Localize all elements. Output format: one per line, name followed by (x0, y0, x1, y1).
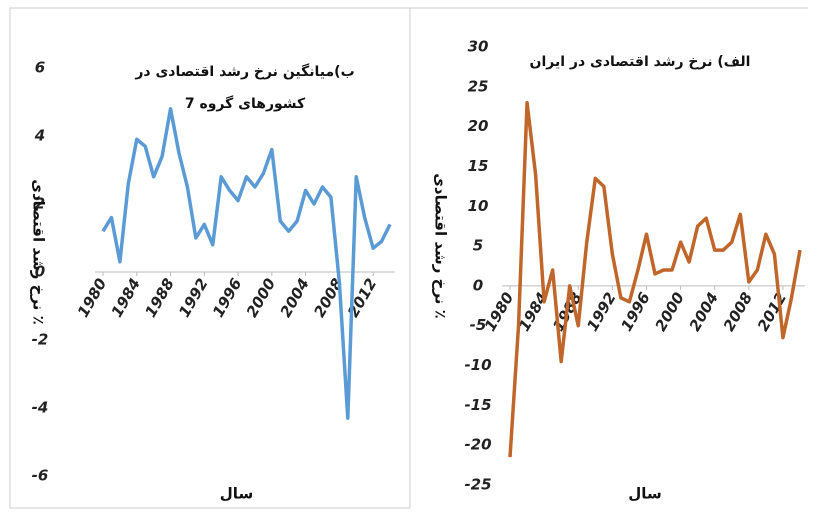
y-tick-label: -2 (32, 331, 49, 349)
x-tick-label: 2000 (243, 275, 279, 320)
chart-title: ب)میانگین نرخ رشد اقتصادی در (134, 63, 354, 80)
x-tick-label: 2000 (651, 289, 687, 334)
y-tick-label: -20 (464, 436, 491, 454)
y-tick-label: 25 (468, 77, 489, 95)
left-panel (9, 7, 411, 509)
x-axis-label: سال (628, 485, 661, 503)
y-tick-label: 0 (473, 276, 483, 294)
y-tick-label: -10 (464, 356, 491, 374)
x-tick-label: 2012 (344, 275, 380, 320)
series-line (101, 107, 392, 420)
x-tick-label: 1988 (141, 275, 177, 320)
y-tick-label: -25 (464, 476, 491, 494)
series-line (508, 100, 802, 458)
x-tick-label: 2004 (686, 289, 722, 334)
y-axis-label: نرخ رشد اقتصادی ٪ (30, 179, 48, 325)
chart-title: کشورهای گروه 7 (185, 95, 306, 112)
x-tick-label: 2008 (720, 289, 756, 334)
x-tick-label: 1992 (175, 275, 211, 320)
y-tick-label: -5 (470, 316, 487, 334)
y-tick-label: 4 (34, 127, 45, 145)
y-tick-label: 5 (473, 237, 483, 255)
y-tick-label: 2 (35, 195, 45, 213)
x-tick-label: 1996 (617, 289, 653, 334)
x-tick-label: 1996 (209, 275, 245, 320)
x-tick-label: 1980 (74, 275, 110, 320)
y-tick-label: 10 (468, 197, 489, 215)
y-tick-label: -6 (32, 467, 49, 485)
y-tick-label: 15 (468, 157, 489, 175)
chart-title: الف) نرخ رشد اقتصادی در ایران (530, 54, 751, 70)
y-tick-label: -4 (32, 399, 49, 417)
y-tick-label: 6 (35, 59, 45, 77)
y-tick-label: 30 (468, 38, 489, 56)
x-tick-label: 1984 (108, 275, 144, 320)
x-axis-label: سال (220, 485, 253, 503)
y-tick-label: 0 (35, 263, 45, 281)
y-tick-label: -15 (464, 396, 491, 414)
y-axis-label: نرخ رشد اقتصادی ٪ (432, 173, 450, 319)
x-tick-label: 2004 (276, 275, 312, 320)
x-tick-label: 1992 (583, 289, 619, 334)
y-tick-label: 20 (468, 117, 489, 135)
x-tick-label: 1980 (481, 289, 517, 334)
